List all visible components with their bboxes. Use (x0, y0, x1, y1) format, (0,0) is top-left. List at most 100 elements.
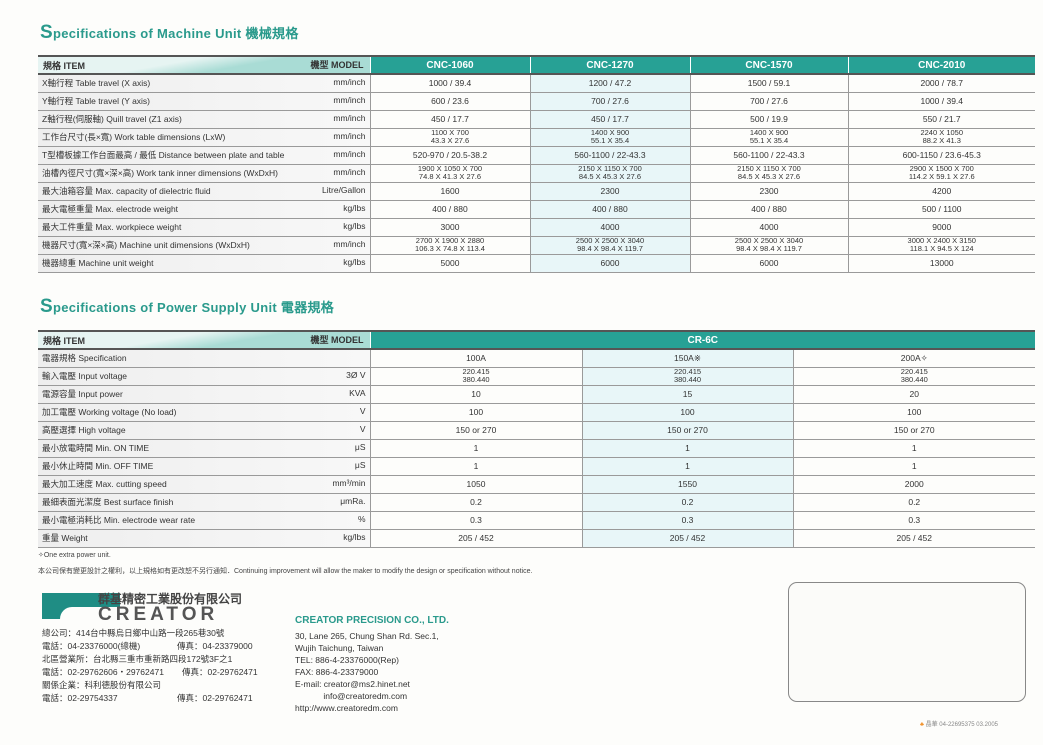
value-line: 88.2 X 41.3 (922, 136, 961, 145)
table-row: 最小休止時間 Min. OFF TIME μS 1 1 1 (38, 457, 1036, 476)
en-contact-line: info@creatoredm.com (295, 691, 408, 701)
table-row: 工作台尺寸(長×寬) Work table dimensions (LxW) mm… (38, 128, 1035, 147)
value-cell: 2150 X 1150 X 700 84.5 X 45.3 X 27.6 (529, 164, 690, 183)
item-name: X軸行程 Table travel (X axis) (42, 78, 151, 89)
value-cell: 560-1100 / 22-43.3 (689, 146, 848, 165)
value-cell: 1400 X 900 55.1 X 35.4 (529, 128, 690, 147)
value-cell: 500 / 1100 (847, 200, 1035, 219)
value-line: 6000 (759, 258, 779, 268)
item-name: 機器總重 Machine unit weight (42, 258, 154, 268)
en-contact-line: TEL: 886-4-23376000(Rep) (295, 655, 399, 665)
value-line: 220.415 (900, 367, 928, 376)
value-line: 98.4 X 98.4 X 119.7 (577, 244, 643, 253)
value-cell: 0.3 (369, 511, 582, 530)
value-cell: 2300 (689, 182, 848, 201)
value-line: 1 (685, 461, 690, 471)
row-label: 輸入電壓 Input voltage 3Ø V (38, 367, 370, 386)
value-cell: 0.3 (792, 511, 1036, 530)
model-header-cnc-1060: CNC-1060 (369, 55, 530, 75)
value-line: 1000 / 39.4 (428, 78, 472, 89)
unit: % (357, 514, 366, 524)
value-cell: 3000 (369, 218, 530, 237)
value-cell: 220.415 380.440 (581, 367, 793, 386)
table-row: Y軸行程 Table travel (Y axis) mm/inch 600 / 2… (38, 92, 1035, 111)
model-header-cnc-1570: CNC-1570 (689, 55, 848, 75)
en-contact-line: FAX: 886-4-23379000 (295, 667, 379, 677)
value-line: 55.1 X 35.4 (749, 136, 789, 145)
north-office-address: 北區營業所：台北縣三重市重新路四段172號3F之1 (42, 654, 233, 664)
value-cell: 2150 X 1150 X 700 84.5 X 45.3 X 27.6 (689, 164, 848, 183)
table-row: 重量 Weight kg/lbs 205 / 452 205 / 452 205 / 4… (38, 529, 1036, 548)
creator-logo (42, 593, 120, 619)
north-phone-line: 電話：02-29762606・29762471 傳真：02-29762471 (42, 667, 258, 677)
disclaimer: 本公司保有變更設計之權利，以上規格如有更改恕不另行通知．Continuing i… (38, 568, 533, 575)
value-cell: 0.2 (581, 493, 793, 512)
value-line: 200A✧ (900, 353, 928, 364)
unit: kg/lbs (343, 257, 366, 267)
value-cell: 1 (792, 457, 1036, 476)
value-cell: 500 / 19.9 (689, 110, 848, 129)
row-label: 最小放電時間 Min. ON TIME μS (38, 439, 370, 458)
value-line: 4000 (759, 222, 779, 232)
value-cell: 1500 / 59.1 (689, 74, 848, 93)
table-row: 機器尺寸(寬×深×高) Machine unit dimensions (WxD… (38, 236, 1035, 255)
row-label: 機器總重 Machine unit weight kg/lbs (38, 254, 370, 273)
value-cell: 0.3 (581, 511, 793, 530)
value-cell: 400 / 880 (369, 200, 530, 219)
value-line: 560-1100 / 22-43.3 (574, 150, 646, 160)
value-cell: 2500 X 2500 X 3040 98.4 X 98.4 X 119.7 (529, 236, 690, 255)
value-line: 114.2 X 59.1 X 27.6 (908, 172, 975, 181)
row-label: 最小電極消耗比 Min. electrode wear rate% (38, 511, 370, 530)
value-line: 2300 (759, 186, 779, 196)
printer-logo-icon: ♣ (920, 722, 924, 728)
value-cell: 205 / 452 (792, 529, 1036, 548)
value-cell: 100 (581, 403, 793, 422)
row-label: T型槽板據工作台面最高 / 最低 Distance between plate … (38, 146, 370, 165)
company-en-name: CREATOR PRECISION CO., LTD. (295, 615, 449, 626)
unit: mm/inch (333, 167, 366, 177)
value-cell: 100A (369, 349, 582, 368)
value-line: 0.2 (470, 497, 482, 507)
value-cell: 1 (581, 457, 793, 476)
model-header-cnc-2010: CNC-2010 (847, 55, 1035, 75)
value-line: 220.415 (462, 367, 490, 376)
value-line: 1050 (466, 479, 486, 489)
model-header-cr-6c: CR-6C (369, 330, 1036, 350)
item-name: 最小休止時間 Min. OFF TIME (42, 461, 154, 471)
value-cell: 560-1100 / 22-43.3 (529, 146, 690, 165)
value-cell: 0.2 (792, 493, 1036, 512)
unit: 3Ø V (346, 370, 366, 380)
table-row: 電器規格 Specification 100A 150A※ 200A✧ (38, 349, 1036, 368)
item-name: 電源容量 Input power (42, 389, 123, 399)
table-row: 機器總重 Machine unit weight kg/lbs 5000 6000 60… (38, 254, 1035, 273)
power-section-title: Specifications of Power Supply Unit 電器規格 (40, 296, 335, 317)
value-cell: 1 (581, 439, 793, 458)
affiliate: 關係企業：科利德股份有限公司 (42, 680, 162, 690)
item-name: 高壓選擇 High voltage (42, 425, 126, 435)
row-label: 電器規格 Specification (38, 349, 370, 368)
value-line: 1600 (440, 186, 460, 196)
value-cell: 600 / 23.6 (369, 92, 530, 111)
footnote: ✧One extra power unit. (38, 552, 111, 559)
item-name: 加工電壓 Working voltage (No load) (42, 407, 177, 417)
row-label: 最小休止時間 Min. OFF TIME μS (38, 457, 370, 476)
value-line: 205 / 452 (669, 533, 706, 543)
value-line: 1500 / 59.1 (747, 78, 791, 89)
item-name: 工作台尺寸(長×寬) Work table dimensions (LxW) (42, 132, 226, 142)
value-cell: 400 / 880 (529, 200, 690, 219)
value-cell: 20 (792, 385, 1036, 404)
value-cell: 4200 (847, 182, 1035, 201)
value-line: 0.2 (908, 497, 921, 507)
unit: μS (354, 442, 366, 452)
table-row: X軸行程 Table travel (X axis) mm/inch 1000 / … (38, 74, 1035, 93)
table-row: 最細表面光潔度 Best surface finish μmRa. 0.2 0.2 0.… (38, 493, 1036, 512)
table-row: 最大電極重量 Max. electrode weight kg/lbs 400 / … (38, 200, 1035, 219)
value-line: 560-1100 / 22-43.3 (733, 150, 805, 160)
value-cell: 150 or 270 (581, 421, 793, 440)
value-line: 2900 X 1500 X 700 (909, 164, 974, 173)
value-line: 400 / 880 (751, 204, 787, 214)
hq-address: 總公司：414台中縣烏日鄉中山路一段265巷30號 (42, 628, 225, 638)
cn-address-block: 總公司：414台中縣烏日鄉中山路一段265巷30號 電話：04-23376000… (42, 627, 258, 705)
table-row: Z軸行程(伺服軸) Quill travel (Z1 axis) mm/inch 4… (38, 110, 1035, 129)
row-label: 最細表面光潔度 Best surface finish μmRa. (38, 493, 370, 512)
